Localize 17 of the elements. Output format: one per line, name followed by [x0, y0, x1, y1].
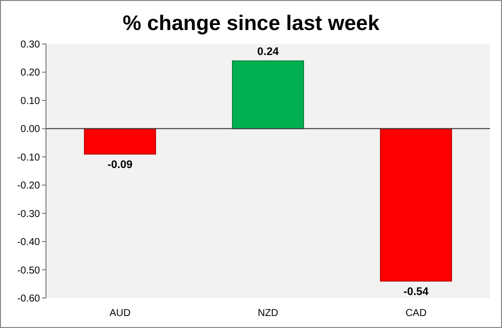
y-tick-label: -0.30 — [17, 208, 40, 220]
data-label: -0.54 — [403, 286, 430, 298]
y-tick-label: 0.20 — [20, 68, 40, 79]
y-tick-label: -0.60 — [17, 294, 40, 304]
data-label: 0.24 — [257, 46, 280, 58]
y-tick-label: -0.40 — [17, 237, 40, 248]
y-tick-label: 0.10 — [20, 96, 40, 107]
chart-title: % change since last week — [122, 12, 380, 35]
y-tick-label: 0.30 — [20, 40, 40, 50]
x-tick-label: NZD — [258, 308, 278, 319]
y-tick-label: -0.10 — [17, 152, 40, 164]
data-label: -0.09 — [107, 159, 133, 172]
y-tick-label: -0.20 — [17, 180, 40, 192]
y-tick-label: -0.50 — [17, 265, 40, 276]
y-tick-label: 0.00 — [20, 124, 40, 136]
x-tick-label: AUD — [109, 308, 131, 319]
x-tick-label: CAD — [405, 308, 427, 319]
